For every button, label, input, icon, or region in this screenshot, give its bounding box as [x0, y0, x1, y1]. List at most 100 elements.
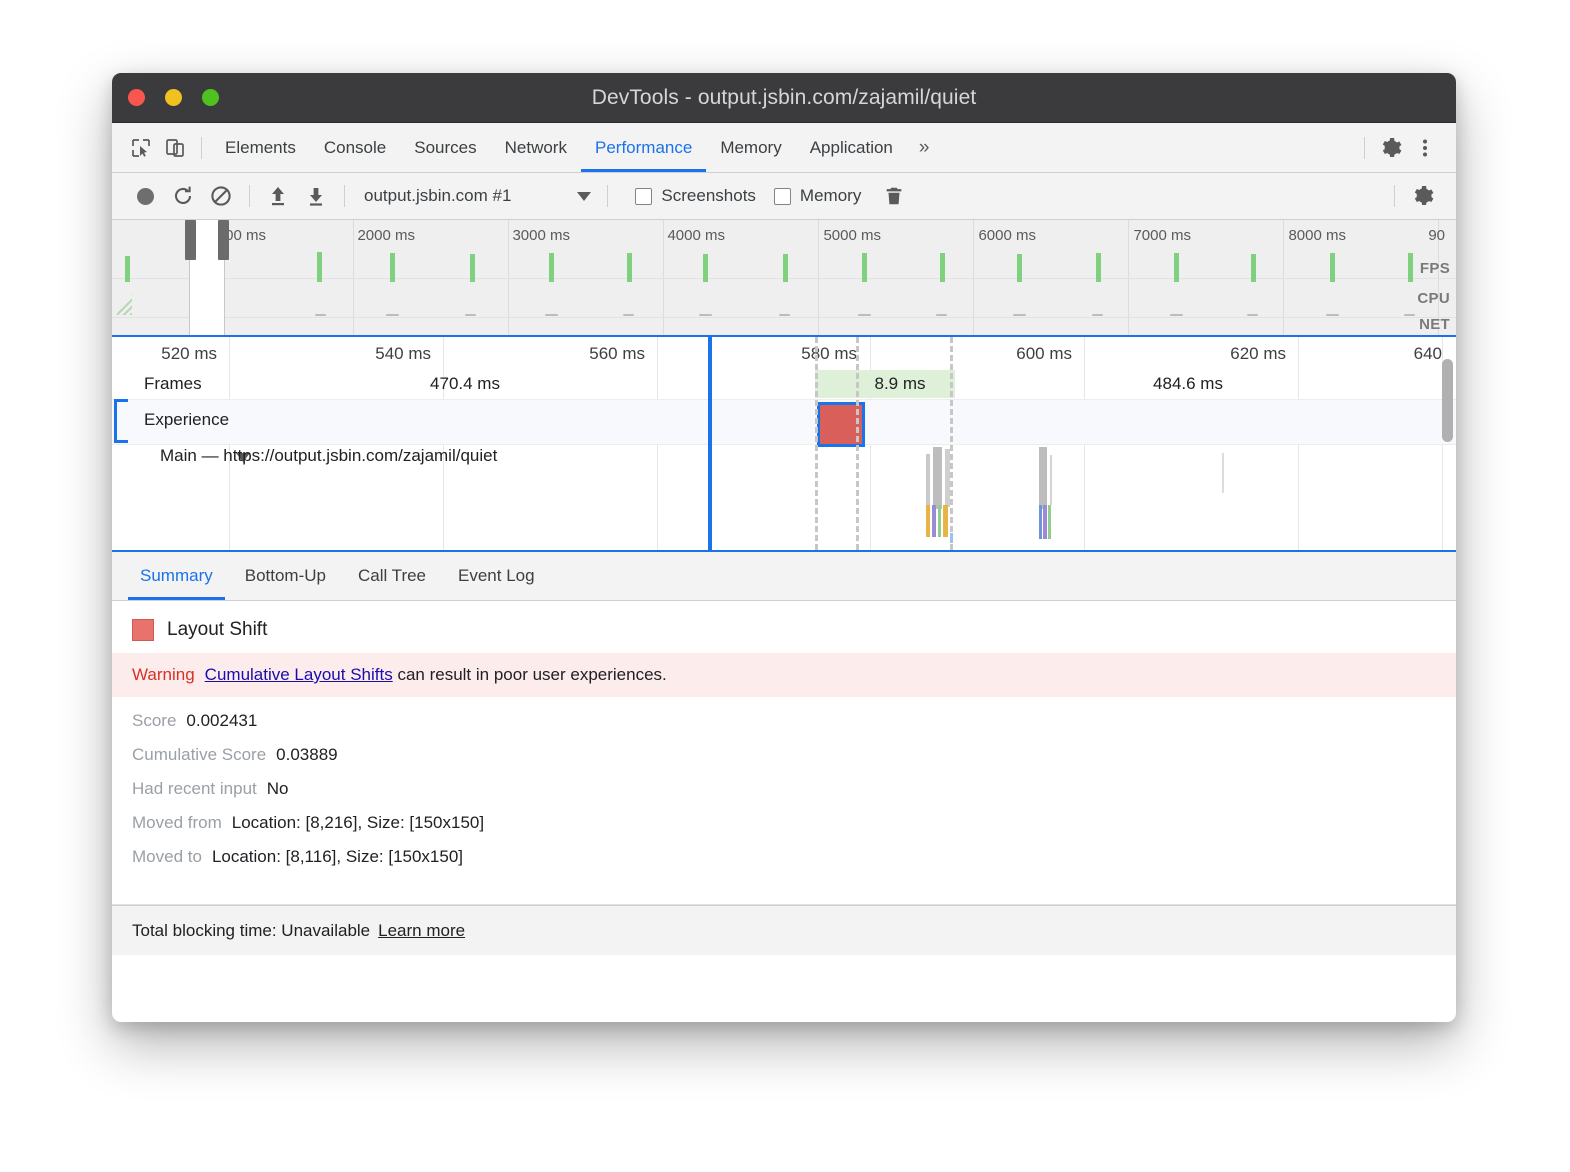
tab-performance[interactable]: Performance — [580, 124, 707, 172]
clear-icon[interactable] — [202, 181, 240, 211]
trash-icon[interactable] — [875, 181, 913, 211]
recording-boundary-divider — [708, 337, 712, 550]
screenshots-checkbox-label: Screenshots — [661, 186, 756, 205]
tab-call-tree[interactable]: Call Tree — [342, 553, 442, 600]
frame-duration-1: 8.9 ms — [874, 374, 926, 393]
tab-sources[interactable]: Sources — [400, 124, 490, 172]
summary-key-had-recent-input: Had recent input — [132, 779, 257, 798]
track-title-main[interactable]: Main — https://output.jsbin.com/zajamil/… — [160, 446, 498, 465]
record-toolbar-divider-2 — [344, 185, 345, 207]
overview-selection-window[interactable] — [185, 220, 229, 335]
reload-and-record-icon[interactable] — [164, 181, 202, 211]
performance-record-toolbar: output.jsbin.com #1 Screenshots Memory — [112, 173, 1456, 220]
recording-selector[interactable]: output.jsbin.com #1 — [364, 186, 592, 206]
tab-elements[interactable]: Elements — [211, 124, 310, 172]
memory-checkbox-label: Memory — [799, 186, 862, 205]
overview-row-net: NET — [1419, 316, 1450, 333]
tab-memory[interactable]: Memory — [706, 124, 795, 172]
flame-tick-620: 620 ms — [1230, 344, 1286, 363]
overview-tick-1: 2000 ms — [357, 227, 415, 244]
flame-tick-640: 640 — [1413, 344, 1442, 363]
overview-selection-left-handle[interactable] — [185, 220, 196, 260]
event-divider-dashed-1 — [815, 337, 818, 550]
summary-value-had-recent-input: No — [266, 779, 289, 798]
recording-selector-value: output.jsbin.com #1 — [364, 186, 512, 205]
overview-tick-2: 3000 ms — [512, 227, 570, 244]
layout-shift-color-swatch — [132, 619, 154, 641]
memory-checkbox-box[interactable] — [773, 187, 791, 205]
traffic-lights — [128, 89, 219, 106]
screenshots-checkbox[interactable]: Screenshots — [635, 186, 756, 206]
summary-row-had-recent-input: Had recent input No — [112, 765, 1456, 799]
window-titlebar: DevTools - output.jsbin.com/zajamil/quie… — [112, 73, 1456, 123]
overview-tick-6: 7000 ms — [1133, 227, 1191, 244]
toolbar-divider — [201, 136, 202, 159]
tab-event-log[interactable]: Event Log — [442, 553, 551, 600]
minimize-window-button[interactable] — [165, 89, 182, 106]
overview-row-fps: FPS — [1419, 260, 1450, 277]
track-title-experience[interactable]: Experience — [144, 410, 230, 429]
tabstrip-right-group — [1355, 133, 1442, 163]
summary-event-title: Layout Shift — [167, 619, 268, 640]
load-profile-icon[interactable] — [259, 181, 297, 211]
close-window-button[interactable] — [128, 89, 145, 106]
overview-tick-7: 8000 ms — [1288, 227, 1346, 244]
save-profile-icon[interactable] — [297, 181, 335, 211]
timeline-flamechart[interactable]: 520 ms 540 ms 560 ms 580 ms 600 ms 620 m… — [112, 337, 1456, 552]
tab-bottom-up[interactable]: Bottom-Up — [229, 553, 342, 600]
cumulative-layout-shifts-link[interactable]: Cumulative Layout Shifts — [204, 665, 393, 684]
experience-track-row[interactable] — [112, 399, 1456, 445]
overview-selection-right-handle[interactable] — [218, 220, 229, 260]
flame-tick-600: 600 ms — [1016, 344, 1072, 363]
tab-application[interactable]: Application — [796, 124, 907, 172]
record-toolbar-right — [1385, 181, 1442, 211]
summary-row-moved-from: Moved from Location: [8,216], Size: [150… — [112, 799, 1456, 833]
more-tabs-button[interactable]: » — [918, 136, 930, 158]
memory-checkbox[interactable]: Memory — [773, 186, 862, 206]
summary-value-score: 0.002431 — [186, 711, 258, 730]
experience-track-selection-bracket — [114, 399, 128, 443]
tab-summary[interactable]: Summary — [124, 553, 229, 600]
tab-performance-label: Performance — [594, 137, 693, 157]
devtools-window: DevTools - output.jsbin.com/zajamil/quie… — [112, 73, 1456, 1022]
summary-value-moved-from: Location: [8,216], Size: [150x150] — [231, 813, 485, 832]
tab-sources-label: Sources — [414, 137, 477, 157]
flame-tick-520: 520 ms — [161, 344, 217, 363]
tab-summary-label: Summary — [140, 566, 213, 585]
tab-console[interactable]: Console — [310, 124, 400, 172]
screenshots-checkbox-box[interactable] — [635, 187, 653, 205]
record-toolbar-divider-3 — [607, 185, 609, 207]
gear-icon[interactable] — [1374, 133, 1408, 163]
summary-row-moved-to: Moved to Location: [8,116], Size: [150x1… — [112, 833, 1456, 867]
summary-key-moved-to: Moved to — [132, 847, 202, 866]
inspect-element-icon[interactable] — [124, 133, 158, 163]
track-title-frames[interactable]: Frames — [144, 374, 202, 393]
total-blocking-time-text: Total blocking time: Unavailable — [132, 920, 371, 940]
tab-network[interactable]: Network — [491, 124, 581, 172]
timeline-overview[interactable]: 1000 ms 2000 ms 3000 ms 4000 ms 5000 ms … — [112, 220, 1456, 337]
frame-band-highlighted[interactable] — [815, 370, 955, 398]
tab-bottom-up-label: Bottom-Up — [244, 566, 326, 585]
tab-application-label: Application — [809, 137, 893, 157]
warning-message-rest: can result in poor user experiences. — [397, 665, 667, 684]
kebab-menu-icon[interactable] — [1408, 133, 1442, 163]
record-icon[interactable] — [126, 181, 164, 211]
frame-duration-0: 470.4 ms — [430, 374, 500, 393]
capture-settings-gear-icon[interactable] — [1404, 181, 1442, 211]
tab-memory-label: Memory — [720, 137, 782, 157]
tab-console-label: Console — [323, 137, 387, 157]
summary-row-cumulative-score: Cumulative Score 0.03889 — [112, 731, 1456, 765]
device-toolbar-icon[interactable] — [158, 133, 192, 163]
details-drawer: Summary Bottom-Up Call Tree Event Log La… — [112, 552, 1456, 955]
learn-more-link[interactable]: Learn more — [378, 920, 466, 940]
chevron-down-icon[interactable] — [577, 191, 592, 201]
zoom-window-button[interactable] — [202, 89, 219, 106]
summary-key-cumulative-score: Cumulative Score — [132, 745, 267, 764]
warning-message: Cumulative Layout Shifts can result in p… — [205, 665, 667, 685]
timeline-statusbar: Total blocking time: Unavailable Learn m… — [112, 905, 1456, 955]
chevron-down-icon-main-track[interactable] — [236, 453, 250, 462]
frame-duration-2: 484.6 ms — [1153, 374, 1223, 393]
overview-row-cpu: CPU — [1417, 290, 1450, 307]
flamechart-vertical-scrollbar[interactable] — [1442, 359, 1453, 442]
